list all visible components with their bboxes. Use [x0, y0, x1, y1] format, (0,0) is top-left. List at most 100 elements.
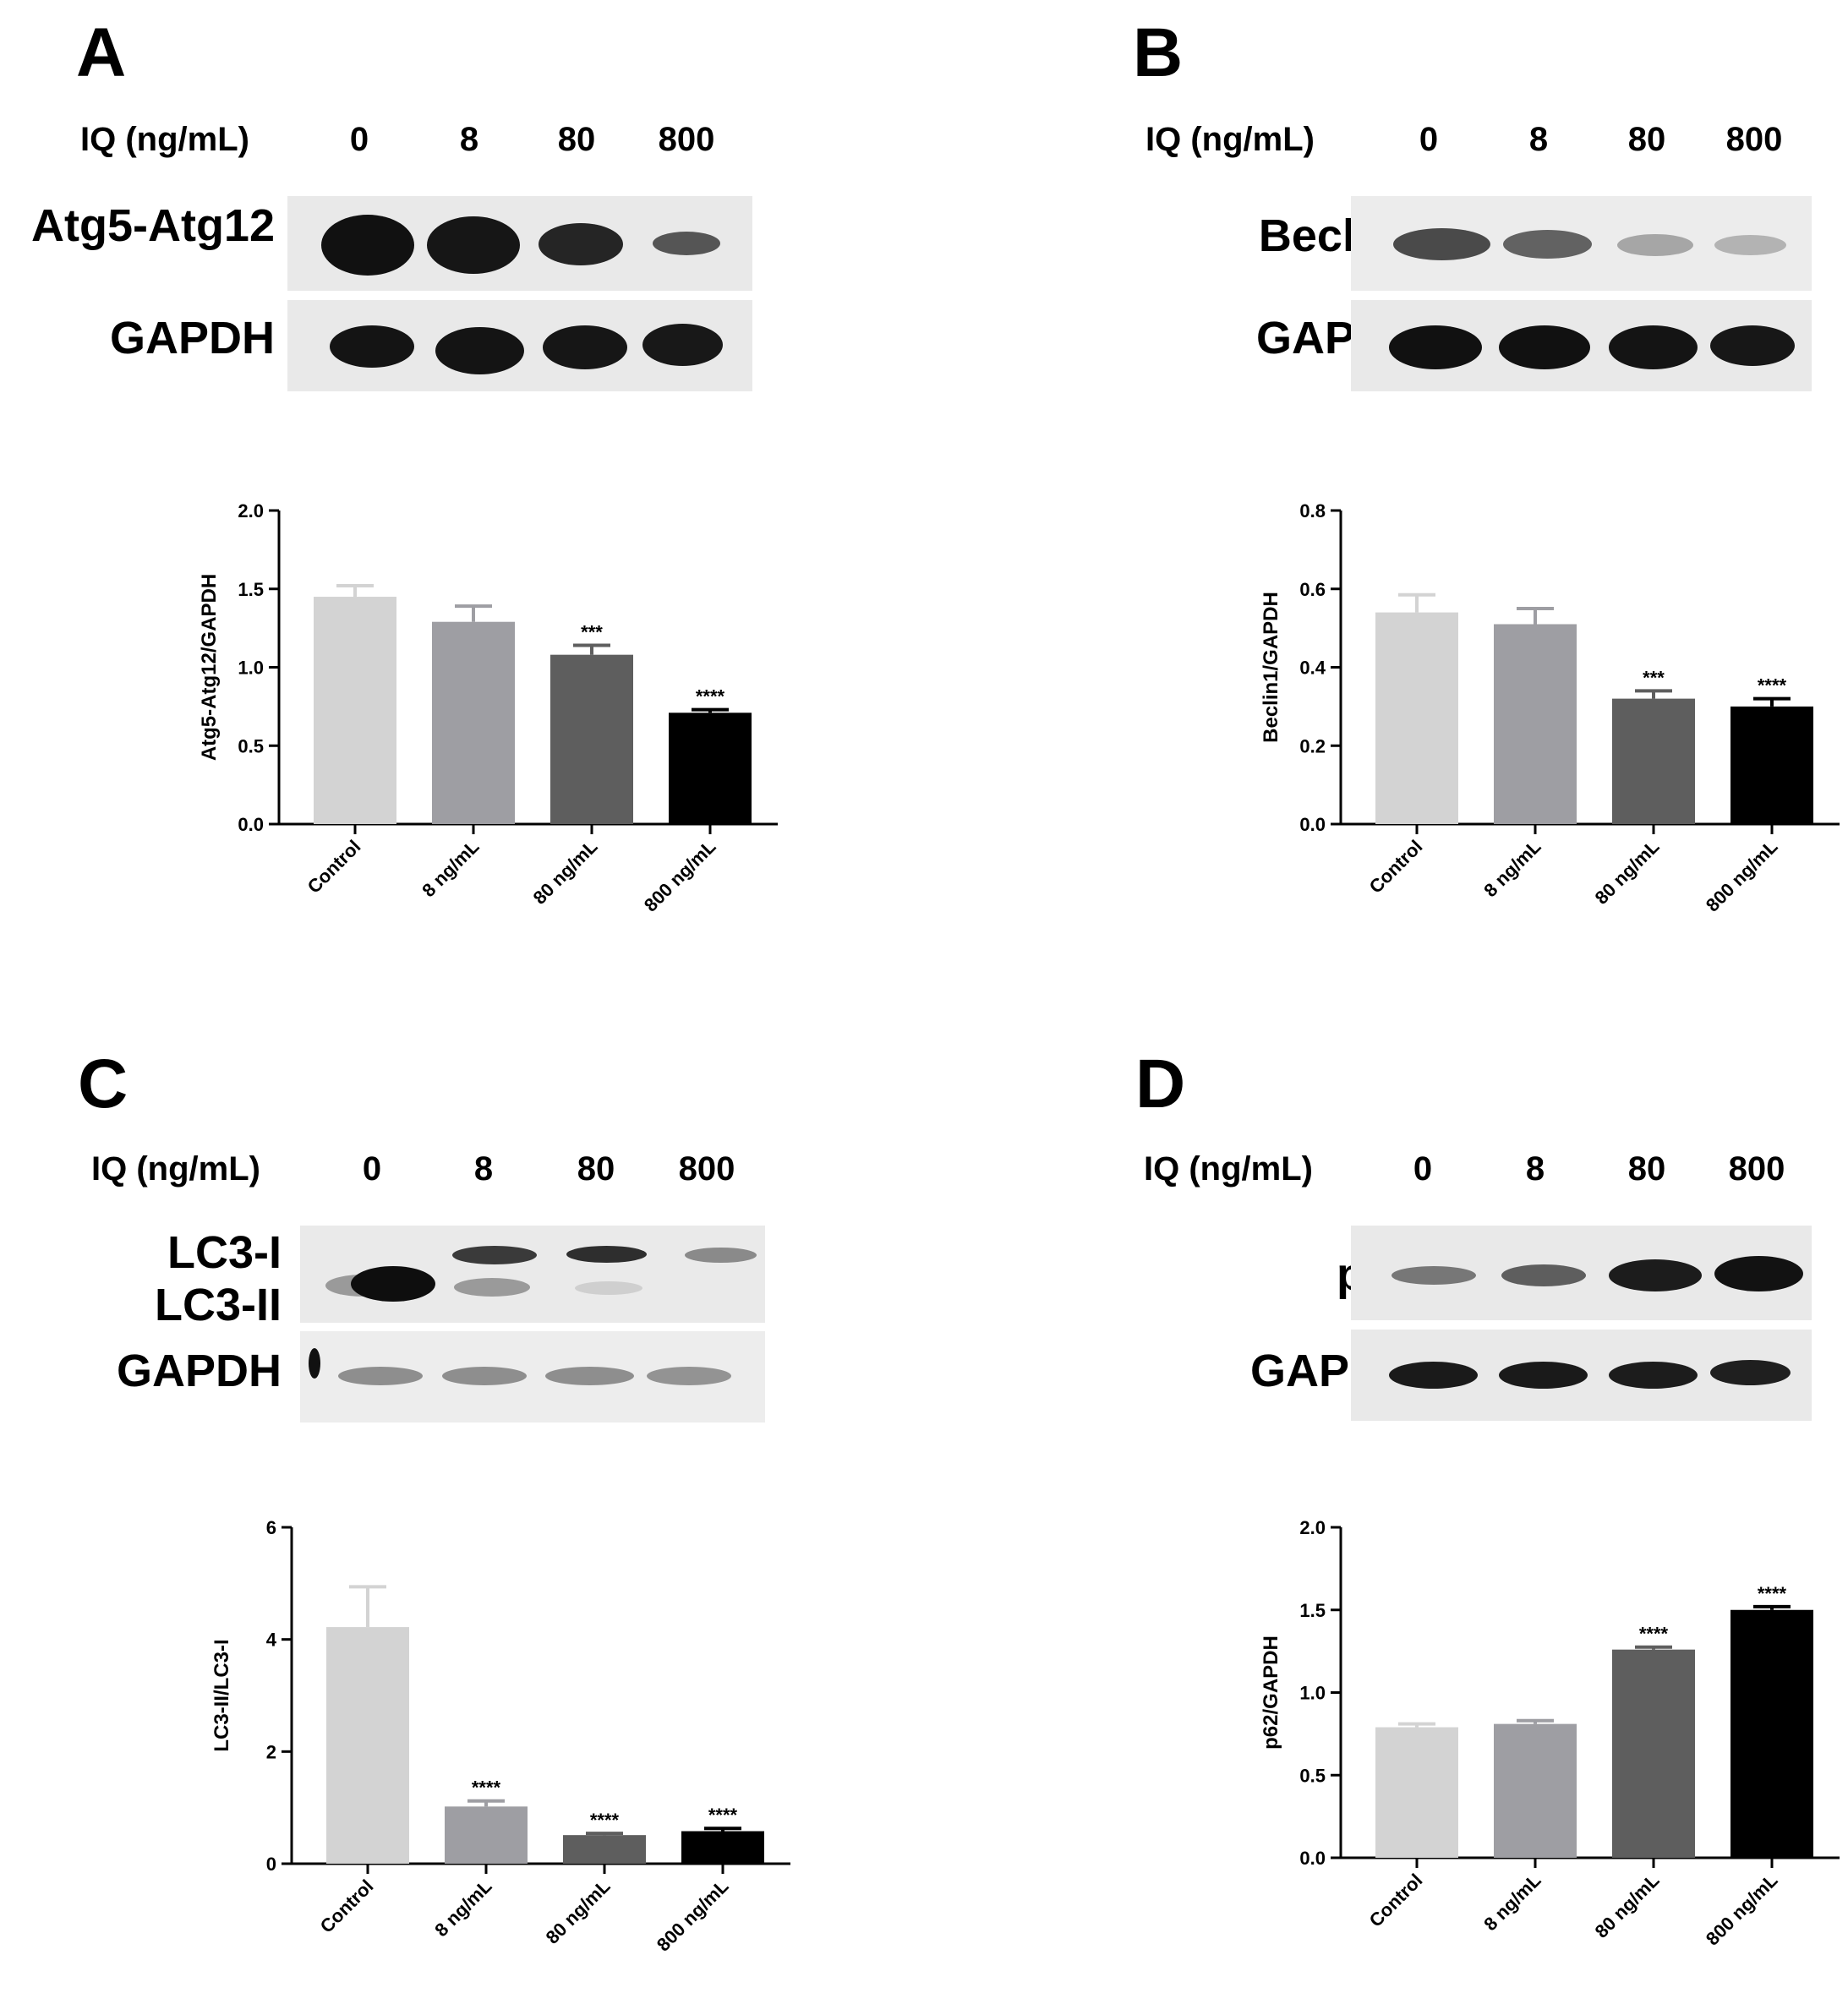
dose-value: 0	[1413, 1150, 1433, 1188]
bar	[1494, 1723, 1577, 1858]
dose-value: 8	[1525, 1150, 1545, 1188]
western-blot-beclin1	[1351, 196, 1812, 291]
panel-d: D IQ (ng/mL) 0 8 80 800 p62 GAPDH 0.00.5…	[924, 1002, 1848, 2003]
dose-value: 80	[1627, 1150, 1666, 1188]
x-tick-label: 8 ng/mL	[430, 1876, 495, 1941]
dose-value: 80	[557, 121, 596, 158]
dose-value: 0	[362, 1150, 382, 1188]
dose-value: 0	[1419, 121, 1439, 158]
y-tick-label: 4	[266, 1630, 277, 1651]
panel-b: B IQ (ng/mL) 0 8 80 800 Beclin1 GAPDH 0.…	[924, 0, 1848, 1002]
x-tick-label: Control	[303, 836, 365, 898]
y-tick-label: 0.8	[1299, 500, 1326, 521]
bar	[1612, 698, 1695, 824]
blot-label-gapdh: GAPDH	[109, 313, 275, 363]
bar	[669, 713, 752, 824]
bar	[445, 1806, 528, 1864]
significance-label: ****	[590, 1810, 620, 1831]
x-tick-label: 8 ng/mL	[418, 836, 483, 901]
dose-value: 8	[1528, 121, 1549, 158]
dose-value: 80	[577, 1150, 615, 1188]
dose-value: 800	[658, 121, 715, 158]
y-tick-label: 0.2	[1299, 735, 1326, 756]
y-axis-title: LC3-II/LC3-I	[210, 1639, 233, 1751]
x-tick-label: 800 ng/mL	[653, 1876, 733, 1956]
significance-label: ***	[581, 622, 603, 643]
x-tick-label: 80 ng/mL	[542, 1876, 615, 1948]
y-tick-label: 0.4	[1299, 658, 1326, 679]
x-tick-label: 80 ng/mL	[529, 836, 602, 909]
dose-value: 800	[678, 1150, 735, 1188]
blot-label-atg5-atg12: Atg5-Atg12	[30, 200, 275, 251]
bar	[563, 1835, 646, 1864]
bar-chart-p62: 0.0 0.5 1.0 1.5 2.0 p62/GAPDH Control 8 ng/mL 80…	[1260, 1517, 1840, 1950]
dose-axis-label: IQ (ng/mL)	[91, 1150, 260, 1188]
bar	[1375, 1727, 1458, 1858]
y-tick-label: 0.6	[1299, 579, 1326, 600]
significance-label: ***	[1643, 667, 1665, 688]
y-axis-title: Beclin1/GAPDH	[1260, 592, 1282, 743]
y-tick-label: 6	[266, 1517, 276, 1538]
x-tick-label: 800 ng/mL	[640, 836, 720, 916]
dose-axis-label: IQ (ng/mL)	[80, 121, 249, 158]
x-tick-label: 800 ng/mL	[1702, 836, 1782, 916]
dose-value: 8	[473, 1150, 494, 1188]
y-tick-label: 1.5	[1299, 1600, 1326, 1621]
x-tick-label: Control	[1365, 1870, 1427, 1931]
bar-chart-atg5-atg12: 0.0 0.5 1.0 1.5 2.0 Atg5-Atg12/GAPDH Control 8 …	[198, 500, 778, 916]
bar	[314, 597, 396, 824]
y-tick-label: 1.0	[1299, 1683, 1326, 1704]
y-axis-title: p62/GAPDH	[1260, 1635, 1282, 1750]
panel-letter: D	[1135, 1046, 1186, 1122]
x-tick-label: 800 ng/mL	[1702, 1870, 1782, 1950]
western-blot-gapdh	[287, 300, 752, 391]
bar	[1375, 612, 1458, 824]
bar	[326, 1627, 409, 1864]
y-tick-label: 0.0	[1299, 814, 1326, 835]
y-axis-title: Atg5-Atg12/GAPDH	[198, 574, 221, 761]
western-blot-gapdh	[300, 1331, 765, 1422]
x-tick-label: Control	[316, 1876, 378, 1937]
western-blot-atg5-atg12	[287, 196, 752, 291]
dose-value: 0	[349, 121, 369, 158]
bar	[1494, 624, 1577, 824]
bar	[432, 621, 515, 824]
dose-axis-label: IQ (ng/mL)	[1144, 1150, 1313, 1188]
y-tick-label: 0.5	[238, 735, 264, 756]
significance-label: ****	[1758, 675, 1787, 696]
bar-chart-lc3: 0 2 4 6 LC3-II/LC3-I Control 8 ng/mL **** 80 ng/…	[210, 1517, 790, 1956]
x-tick-label: Control	[1365, 836, 1427, 898]
panel-letter: A	[76, 14, 127, 91]
significance-label: ****	[708, 1805, 738, 1826]
bar	[681, 1831, 764, 1864]
y-tick-label: 0.5	[1299, 1765, 1326, 1786]
bar	[550, 654, 633, 824]
panel-c: C IQ (ng/mL) 0 8 80 800 LC3-I LC3-II GAP…	[0, 1002, 924, 2003]
western-blot-p62	[1351, 1226, 1812, 1320]
blot-label-lc3-i: LC3-I	[167, 1227, 282, 1278]
significance-label: ****	[696, 686, 725, 707]
panel-letter: B	[1133, 14, 1184, 91]
y-tick-label: 2	[266, 1741, 276, 1762]
significance-label: ****	[472, 1777, 501, 1799]
y-tick-label: 2.0	[238, 500, 264, 521]
panel-letter: C	[78, 1046, 128, 1122]
x-tick-label: 80 ng/mL	[1591, 1870, 1664, 1942]
dose-axis-label: IQ (ng/mL)	[1145, 121, 1315, 158]
panel-a: A IQ (ng/mL) 0 8 80 800 Atg5-Atg12 GAPDH…	[0, 0, 924, 1002]
dose-value: 800	[1725, 121, 1783, 158]
significance-label: ****	[1639, 1624, 1669, 1645]
x-tick-label: 8 ng/mL	[1479, 1870, 1545, 1935]
y-tick-label: 1.0	[238, 658, 264, 679]
western-blot-lc3	[300, 1226, 765, 1323]
blot-label-gapdh: GAPDH	[116, 1346, 282, 1396]
y-tick-label: 0.0	[238, 814, 264, 835]
x-tick-label: 80 ng/mL	[1591, 836, 1664, 909]
bar	[1730, 1609, 1813, 1858]
significance-label: ****	[1758, 1583, 1787, 1604]
bar-chart-beclin1: 0.0 0.2 0.4 0.6 0.8 Beclin1/GAPDH Control 8 ng/…	[1260, 500, 1840, 916]
dose-value: 8	[459, 121, 479, 158]
dose-value: 80	[1627, 121, 1666, 158]
y-tick-label: 2.0	[1299, 1517, 1326, 1538]
y-tick-label: 0.0	[1299, 1848, 1326, 1869]
